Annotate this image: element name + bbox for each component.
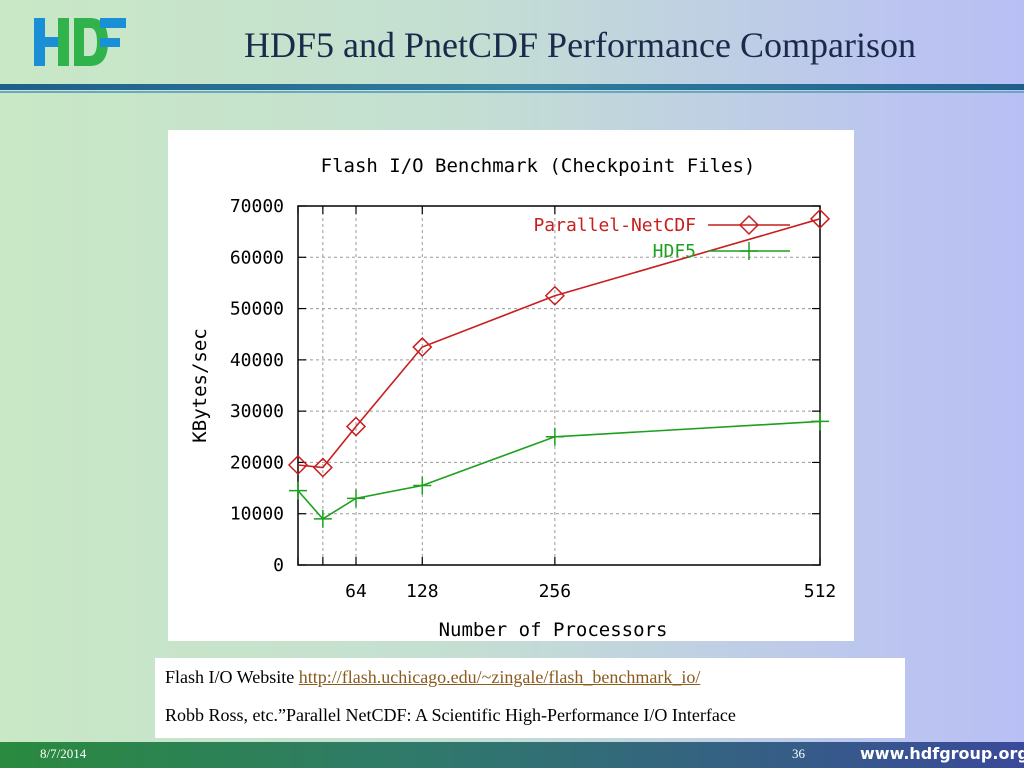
x-tick-label: 128 bbox=[406, 581, 439, 602]
data-point bbox=[287, 454, 309, 476]
footer-url: www.hdfgroup.org bbox=[860, 744, 1024, 763]
data-point bbox=[413, 476, 432, 495]
y-axis-label: KBytes/sec bbox=[189, 328, 211, 442]
data-point bbox=[545, 427, 564, 446]
y-tick-label: 70000 bbox=[230, 196, 284, 217]
x-tick-label: 512 bbox=[804, 581, 837, 602]
grid-lines bbox=[297, 205, 821, 565]
chart-title: Flash I/O Benchmark (Checkpoint Files) bbox=[321, 155, 756, 177]
data-point bbox=[740, 242, 758, 260]
page-number: 36 bbox=[792, 746, 805, 761]
data-point bbox=[313, 509, 332, 528]
series-line-parallel-netcdf bbox=[297, 218, 821, 469]
plot-frame bbox=[297, 205, 821, 566]
footer-bar: 8/7/2014 36 www.hdfgroup.org bbox=[0, 742, 1024, 768]
references-box: Flash I/O Website http://flash.uchicago.… bbox=[155, 658, 905, 738]
y-tick-label: 0 bbox=[273, 555, 284, 576]
legend-label: HDF5 bbox=[653, 241, 696, 262]
y-tick-label: 40000 bbox=[230, 350, 284, 371]
data-point bbox=[738, 214, 760, 236]
data-point bbox=[289, 481, 307, 500]
chart-panel: Flash I/O Benchmark (Checkpoint Files) K… bbox=[168, 130, 854, 641]
hdf-logo-graphic bbox=[34, 18, 126, 66]
reference-flash-website: Flash I/O Website http://flash.uchicago.… bbox=[165, 667, 700, 688]
data-point bbox=[811, 412, 829, 431]
x-tick-label: 64 bbox=[345, 581, 367, 602]
x-tick-label: 256 bbox=[539, 581, 572, 602]
hdf-logo bbox=[30, 12, 130, 72]
x-axis-label: Number of Processors bbox=[439, 619, 668, 641]
series-group bbox=[287, 208, 831, 528]
footer-date: 8/7/2014 bbox=[40, 746, 87, 761]
y-tick-label: 20000 bbox=[230, 452, 284, 473]
legend-label: Parallel-NetCDF bbox=[533, 215, 696, 236]
y-tick-label: 30000 bbox=[230, 401, 284, 422]
reference-paper: Robb Ross, etc.”Parallel NetCDF: A Scien… bbox=[165, 705, 736, 725]
data-point bbox=[809, 208, 831, 229]
data-point bbox=[312, 457, 333, 478]
legend: Parallel-NetCDF HDF5 bbox=[533, 214, 790, 262]
title-divider-thin bbox=[0, 91, 1024, 93]
data-point bbox=[412, 336, 433, 358]
axes: 0 10000 20000 30000 40000 50000 60000 70000 64 12… bbox=[230, 196, 836, 602]
series-line-hdf5 bbox=[297, 420, 821, 520]
y-tick-label: 60000 bbox=[230, 247, 284, 268]
slide-title: HDF5 and PnetCDF Performance Comparison bbox=[244, 25, 916, 65]
data-point bbox=[347, 489, 365, 508]
y-tick-label: 10000 bbox=[230, 504, 284, 525]
title-divider bbox=[0, 84, 1024, 90]
reference-label: Flash I/O Website bbox=[165, 667, 299, 687]
benchmark-chart: Flash I/O Benchmark (Checkpoint Files) K… bbox=[189, 155, 836, 641]
data-point bbox=[345, 416, 367, 437]
data-point bbox=[544, 285, 565, 306]
y-tick-label: 50000 bbox=[230, 299, 284, 320]
flash-benchmark-link[interactable]: http://flash.uchicago.edu/~zingale/flash… bbox=[298, 667, 701, 687]
